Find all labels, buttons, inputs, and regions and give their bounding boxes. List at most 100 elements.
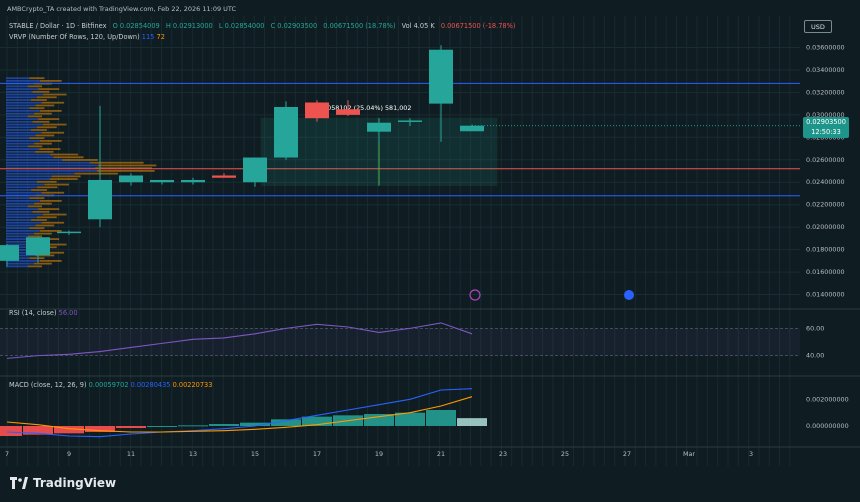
vp-down-bar [37, 126, 57, 129]
vp-down-bar [40, 140, 62, 142]
vp-up-bar [6, 118, 39, 120]
vp-up-bar [6, 164, 98, 167]
vp-down-bar [44, 183, 69, 186]
last-price-badge: 0.02903500 12:50:33 [803, 117, 849, 138]
vrvp-down: 72 [156, 33, 165, 41]
vrvp-up: 115 [141, 33, 155, 41]
vp-down-bar [37, 96, 57, 99]
vp-up-bar [6, 197, 30, 200]
vp-down-bar [29, 197, 45, 200]
candle-body [460, 125, 484, 132]
tradingview-logo[interactable]: TradingView [10, 476, 116, 490]
vp-up-bar [6, 101, 42, 104]
macd-tick-label: 0.000000000 [806, 422, 849, 430]
macd-hist-bar [302, 416, 332, 426]
vp-up-bar [6, 246, 37, 249]
vp-up-bar [6, 232, 34, 235]
vp-down-bar [35, 134, 55, 137]
vp-up-bar [6, 199, 41, 202]
vp-up-bar [6, 93, 43, 96]
macd-hist-bar [209, 424, 239, 426]
vp-down-bar [96, 170, 155, 172]
vp-up-bar [6, 229, 40, 232]
vp-down-bar [35, 104, 55, 107]
currency-button[interactable]: USD [804, 20, 832, 33]
vp-down-bar [34, 262, 52, 265]
macd-legend[interactable]: MACD (close, 12, 26, 9) 0.00059702 0.002… [9, 382, 212, 389]
vp-up-bar [6, 216, 37, 219]
vp-up-bar [6, 167, 96, 170]
vp-down-bar [31, 189, 48, 191]
vp-up-bar [6, 243, 43, 246]
vp-up-bar [6, 159, 63, 161]
vp-down-bar [28, 265, 42, 268]
vp-down-bar [37, 186, 58, 189]
vp-up-bar [6, 131, 42, 134]
vp-down-bar [95, 167, 152, 170]
vp-down-bar [29, 137, 45, 140]
macd-tick-label: 0.002000000 [806, 395, 849, 403]
macd-signal-value: 0.00220733 [172, 381, 213, 389]
price-tick-label: 0.03600000 [806, 43, 845, 51]
vp-up-bar [6, 77, 30, 80]
symbol-name[interactable]: STABLE / Dollar · 1D · Bitfinex [9, 22, 107, 30]
vp-up-bar [6, 178, 50, 180]
vrvp-legend[interactable]: VRVP (Number Of Rows, 120, Up/Down) 115 … [9, 34, 165, 41]
vp-down-bar [36, 180, 57, 183]
macd-histogram [0, 410, 487, 436]
macd-hist-bar [178, 425, 208, 427]
ohlc-change: 0.00671500 (18.78%) [323, 22, 396, 30]
vp-up-bar [6, 240, 33, 243]
vp-up-bar [6, 235, 28, 238]
vp-down-bar [32, 120, 50, 123]
time-tick-label: 11 [127, 450, 135, 458]
vp-down-bar [41, 251, 65, 254]
rsi-legend[interactable]: RSI (14, close) 56.00 [9, 310, 78, 317]
time-tick-label: 19 [375, 450, 383, 458]
vp-up-bar [6, 129, 31, 131]
candle-body [181, 179, 205, 183]
tradingview-logo-icon [10, 477, 28, 489]
vp-down-bar [43, 93, 67, 96]
volume-change: 0.00671500 (-18.78%) [440, 22, 516, 30]
vp-down-bar [38, 88, 60, 90]
symbol-legend: STABLE / Dollar · 1D · Bitfinex O 0.0285… [9, 23, 519, 30]
last-price: 0.02903500 [806, 118, 846, 126]
signal-line [6, 396, 473, 433]
vp-up-bar [6, 208, 39, 210]
vp-down-bar [39, 148, 61, 150]
vp-up-bar [6, 126, 37, 129]
vp-down-bar [40, 80, 62, 82]
candle-body [150, 179, 174, 183]
attribution-text: AMBCrypto_TA created with TradingView.co… [7, 5, 237, 13]
vp-up-bar [6, 88, 39, 90]
vp-up-bar [6, 140, 41, 142]
vp-down-bar [40, 229, 62, 232]
vp-down-bar [31, 129, 47, 131]
candle-body [212, 175, 236, 178]
price-tick-label: 0.02400000 [806, 178, 845, 186]
vp-down-bar [50, 153, 79, 156]
macd-line [6, 388, 473, 438]
vp-up-bar [6, 205, 28, 208]
vp-down-bar [29, 227, 45, 230]
vp-down-bar [28, 205, 42, 208]
macd-hist-bar [240, 422, 270, 426]
macd-hist-bar [147, 426, 177, 427]
vp-up-bar [6, 202, 34, 205]
macd-hist-value: 0.00059702 [88, 381, 129, 389]
vp-down-bar [38, 208, 60, 210]
flag-icon [624, 290, 634, 300]
vp-up-bar [6, 107, 30, 110]
candle-body [119, 175, 143, 183]
vp-down-bar [28, 145, 43, 148]
price-tick-label: 0.01600000 [806, 268, 845, 276]
macd-hist-bar [116, 426, 146, 428]
time-tick-label: Mar [683, 450, 695, 458]
vp-up-bar [6, 219, 31, 221]
vp-down-bar [34, 142, 52, 145]
candle-body [88, 179, 112, 220]
macd-hist-bar [364, 414, 394, 426]
vp-down-bar [37, 216, 57, 219]
